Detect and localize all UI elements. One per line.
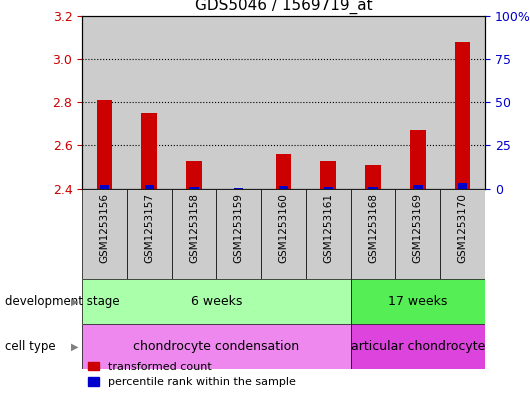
Bar <box>440 16 485 189</box>
Bar <box>96 100 112 189</box>
Text: 6 weeks: 6 weeks <box>191 295 242 308</box>
Bar <box>216 16 261 189</box>
FancyBboxPatch shape <box>127 189 172 279</box>
Text: articular chondrocyte: articular chondrocyte <box>351 340 485 353</box>
Bar <box>172 16 216 189</box>
Text: GSM1253160: GSM1253160 <box>279 193 288 263</box>
Bar <box>368 187 378 189</box>
FancyBboxPatch shape <box>261 189 306 279</box>
Bar <box>189 187 199 189</box>
Bar <box>413 185 422 189</box>
Text: chondrocyte condensation: chondrocyte condensation <box>134 340 299 353</box>
FancyBboxPatch shape <box>395 189 440 279</box>
Text: GSM1253170: GSM1253170 <box>457 193 467 263</box>
Text: ▶: ▶ <box>71 297 78 307</box>
Text: GSM1253156: GSM1253156 <box>100 193 110 263</box>
Text: cell type: cell type <box>5 340 56 353</box>
FancyBboxPatch shape <box>82 324 351 369</box>
Text: 17 weeks: 17 weeks <box>388 295 447 308</box>
Bar <box>142 113 157 189</box>
Text: GSM1253159: GSM1253159 <box>234 193 244 263</box>
FancyBboxPatch shape <box>82 189 127 279</box>
FancyBboxPatch shape <box>351 279 485 324</box>
Text: ▶: ▶ <box>71 342 78 352</box>
Bar <box>82 16 127 189</box>
Bar <box>395 16 440 189</box>
Bar <box>127 16 172 189</box>
Bar <box>306 16 351 189</box>
FancyBboxPatch shape <box>351 324 485 369</box>
Bar <box>100 185 109 189</box>
FancyBboxPatch shape <box>172 189 216 279</box>
Legend: transformed count, percentile rank within the sample: transformed count, percentile rank withi… <box>87 362 296 387</box>
FancyBboxPatch shape <box>351 189 395 279</box>
Bar <box>279 186 288 189</box>
Bar <box>186 160 202 189</box>
Bar <box>145 185 154 189</box>
Text: GSM1253157: GSM1253157 <box>144 193 154 263</box>
Bar <box>351 16 395 189</box>
FancyBboxPatch shape <box>440 189 485 279</box>
Bar <box>321 160 336 189</box>
Bar <box>455 42 471 189</box>
Bar <box>365 165 381 189</box>
Title: GDS5046 / 1569719_at: GDS5046 / 1569719_at <box>195 0 373 15</box>
FancyBboxPatch shape <box>216 189 261 279</box>
Bar <box>276 154 292 189</box>
Text: GSM1253169: GSM1253169 <box>413 193 423 263</box>
FancyBboxPatch shape <box>82 279 351 324</box>
Bar <box>324 187 333 189</box>
Bar <box>410 130 426 189</box>
Text: GSM1253161: GSM1253161 <box>323 193 333 263</box>
Bar <box>458 184 467 189</box>
Bar <box>234 188 243 189</box>
Text: GSM1253168: GSM1253168 <box>368 193 378 263</box>
Bar <box>261 16 306 189</box>
FancyBboxPatch shape <box>306 189 351 279</box>
Text: development stage: development stage <box>5 295 120 309</box>
Text: GSM1253158: GSM1253158 <box>189 193 199 263</box>
